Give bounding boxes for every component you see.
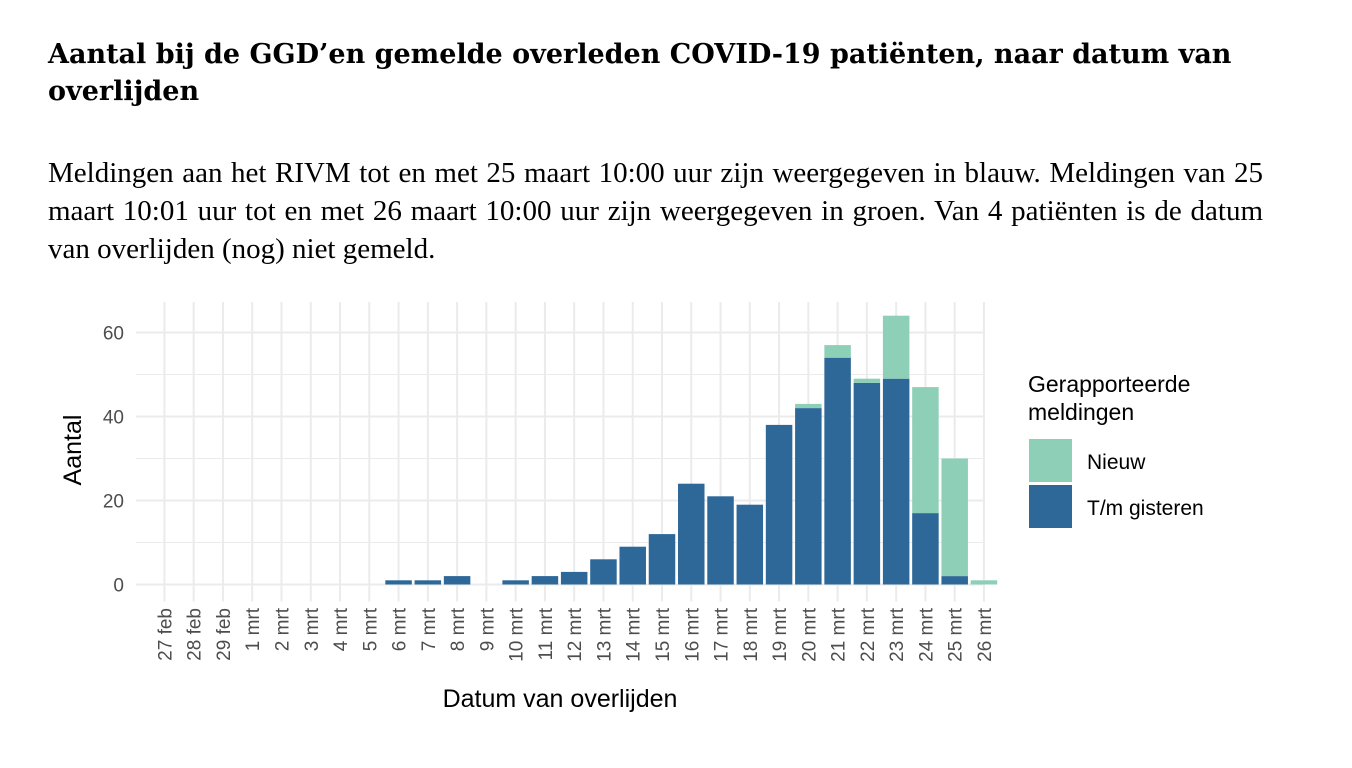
x-tick-label: 19 mrt [770, 607, 791, 662]
x-tick-label: 8 mrt [448, 607, 469, 651]
legend: Gerapporteerde meldingen Nieuw T/m giste… [1028, 371, 1204, 528]
x-axis-label: Datum van overlijden [443, 685, 678, 713]
x-tick-label: 10 mrt [507, 607, 528, 662]
bar-gisteren-17 [648, 534, 676, 585]
bar-nieuw-26 [912, 387, 939, 514]
y-tick-label: 0 [113, 576, 124, 597]
legend-label-nieuw: Nieuw [1087, 451, 1146, 474]
y-tick-labels: 0 20 40 60 [103, 324, 124, 597]
bar-gisteren-15 [590, 559, 617, 585]
x-tick-label: 16 mrt [682, 607, 703, 662]
x-tick-label: 29 feb [214, 608, 235, 661]
x-tick-label: 12 mrt [565, 607, 586, 662]
bar-gisteren-14 [560, 571, 588, 585]
x-tick-label: 26 mrt [975, 607, 996, 662]
legend-label-gisteren: T/m gisteren [1087, 497, 1204, 520]
chart-title: Aantal bij de GGD’en gemelde overleden C… [48, 39, 1232, 107]
x-tick-label: 7 mrt [419, 607, 440, 651]
x-tick-label: 18 mrt [741, 607, 762, 662]
x-tick-label: 5 mrt [360, 607, 381, 651]
x-tick-label: 6 mrt [390, 607, 411, 651]
x-tick-label: 28 feb [185, 608, 206, 661]
bar-gisteren-12 [502, 580, 529, 585]
bar-gisteren-21 [765, 424, 793, 585]
x-tick-label: 13 mrt [594, 607, 615, 662]
bar-gisteren-23 [824, 357, 851, 585]
y-tick-label: 60 [103, 324, 124, 345]
bar-gisteren-18 [678, 483, 705, 585]
bar-gisteren-24 [853, 382, 881, 585]
bar-gisteren-27 [941, 576, 968, 585]
bar-gisteren-10 [443, 576, 471, 585]
x-tick-label: 21 mrt [829, 607, 850, 662]
y-tick-label: 20 [103, 492, 124, 513]
x-tick-label: 2 mrt [272, 607, 293, 651]
x-tick-labels: 27 feb 28 feb 29 feb 1 mrt 2 mrt 3 mrt 4 mrt 5 … [155, 607, 996, 662]
x-tick-label: 20 mrt [799, 607, 820, 662]
x-tick-label: 3 mrt [302, 607, 323, 651]
bar-gisteren-19 [707, 496, 734, 585]
x-tick-label: 9 mrt [477, 607, 498, 651]
bar-nieuw-22 [795, 403, 822, 409]
bar-nieuw-27 [941, 458, 968, 577]
bar-nieuw-28 [970, 580, 998, 585]
legend-key-nieuw [1029, 439, 1072, 482]
y-axis-label: Aantal [59, 415, 87, 486]
bar-gisteren-8 [385, 580, 412, 585]
chart-subtitle: Meldingen aan het RIVM tot en met 25 maa… [48, 157, 1263, 265]
x-tick-label: 25 mrt [946, 607, 967, 662]
legend-title-line-1: Gerapporteerde [1028, 371, 1190, 397]
x-tick-label: 14 mrt [624, 607, 645, 662]
bar-gisteren-16 [619, 546, 646, 585]
bars [385, 315, 998, 585]
x-tick-label: 17 mrt [712, 607, 733, 662]
x-tick-label: 23 mrt [887, 607, 908, 662]
bar-nieuw-25 [882, 315, 910, 379]
bar-nieuw-24 [853, 378, 881, 383]
x-tick-label: 22 mrt [858, 607, 879, 662]
y-tick-label: 40 [103, 408, 124, 429]
bar-nieuw-23 [824, 345, 851, 358]
x-tick-label: 27 feb [155, 608, 176, 661]
legend-key-gisteren [1029, 485, 1072, 528]
x-tick-label: 1 mrt [243, 607, 264, 651]
legend-title-line-2: meldingen [1028, 399, 1134, 425]
x-tick-label: 15 mrt [653, 607, 674, 662]
bar-gisteren-25 [882, 378, 910, 585]
bar-gisteren-13 [531, 576, 559, 585]
bar-gisteren-20 [736, 504, 764, 585]
x-tick-label: 11 mrt [536, 607, 557, 660]
x-tick-label: 4 mrt [331, 607, 352, 651]
bar-gisteren-22 [795, 408, 822, 585]
bar-gisteren-9 [414, 580, 442, 585]
x-tick-label: 24 mrt [916, 607, 937, 662]
bar-gisteren-26 [912, 513, 939, 585]
